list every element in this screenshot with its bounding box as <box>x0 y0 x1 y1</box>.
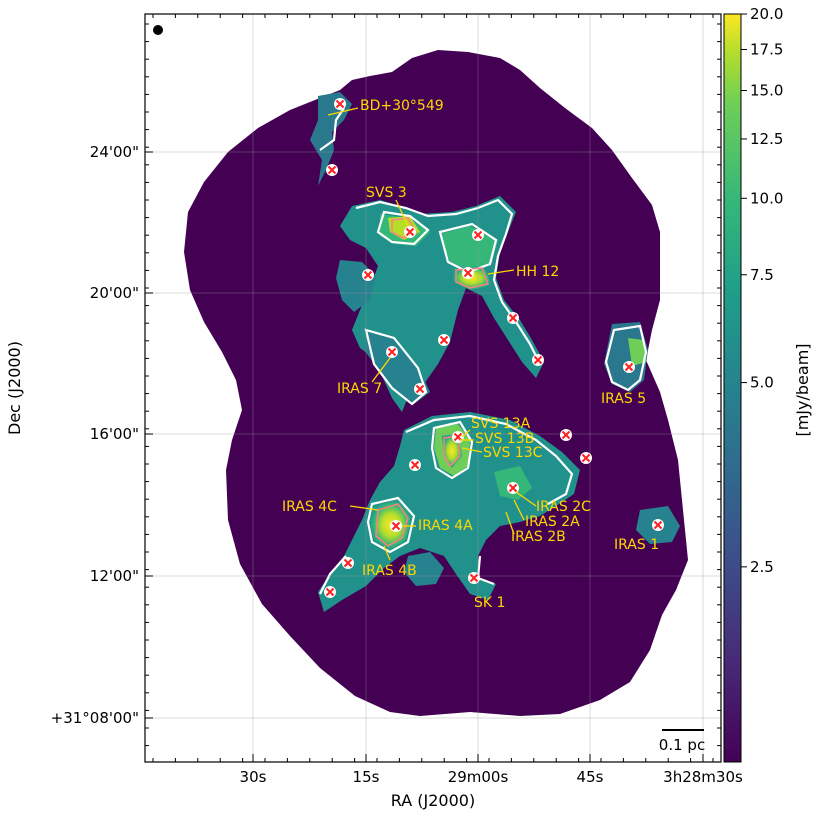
source-marker <box>386 346 398 358</box>
source-label: IRAS 4C <box>282 499 337 515</box>
y-tick-label: 20'00" <box>90 284 139 302</box>
source-label: IRAS 2A <box>525 514 580 530</box>
leader-line <box>461 447 483 453</box>
leader-line <box>371 357 391 383</box>
leader-line <box>461 429 471 438</box>
source-marker <box>409 459 421 471</box>
x-tick-label: 3h28m30s <box>663 768 743 786</box>
leader-line <box>395 199 409 227</box>
colorbar-tick-label: 5.0 <box>750 374 774 392</box>
plot-frame <box>144 13 722 763</box>
colorbar-ticks: 20.0 17.5 15.0 12.5 10.0 7.5 5.0 2.5 <box>741 5 783 576</box>
source-marker <box>324 586 336 598</box>
colorbar-tick-label: 12.5 <box>750 130 783 148</box>
source-marker <box>580 452 592 464</box>
coverage-region <box>184 50 688 716</box>
source-marker <box>438 334 450 346</box>
source-marker <box>462 267 474 279</box>
colorbar-tick-label: 17.5 <box>750 41 783 59</box>
source-marker <box>507 482 519 494</box>
y-tick-label: 12'00" <box>90 567 139 585</box>
scale-bar-label: 0.1 pc <box>659 736 705 754</box>
source-label: IRAS 5 <box>601 391 646 407</box>
source-label: SVS 13C <box>483 445 543 461</box>
source-marker <box>652 519 664 531</box>
source-marker <box>472 229 484 241</box>
y-tick-label: 16'00" <box>90 425 139 443</box>
source-label: SVS 3 <box>366 185 407 201</box>
y-axis: 24'00" 20'00" 16'00" 12'00" +31°08'00" <box>51 23 721 747</box>
colorbar <box>723 13 742 763</box>
leader-line <box>513 499 525 521</box>
source-marker <box>560 429 572 441</box>
source-marker <box>342 557 354 569</box>
source-label: IRAS 4A <box>418 518 473 534</box>
leader-line <box>487 269 515 275</box>
y-tick-label: +31°08'00" <box>51 709 139 727</box>
x-axis-title: RA (J2000) <box>391 791 475 810</box>
source-marker <box>326 164 338 176</box>
source-label: IRAS 2B <box>511 529 566 545</box>
source-label: SVS 13A <box>471 416 531 432</box>
source-label: SVS 13B <box>475 431 534 447</box>
source-markers <box>324 98 664 598</box>
source-label: IRAS 7 <box>337 381 382 397</box>
source-marker <box>414 383 426 395</box>
source-label: BD+30°549 <box>360 98 444 114</box>
leader-line <box>515 491 537 507</box>
colorbar-tick-label: 2.5 <box>750 558 774 576</box>
source-marker <box>334 98 346 110</box>
source-marker <box>468 572 480 584</box>
leader-line <box>349 505 379 511</box>
source-marker <box>507 312 519 324</box>
leader-line <box>327 107 359 116</box>
source-marker <box>623 361 635 373</box>
colorbar-tick-label: 7.5 <box>750 266 774 284</box>
beam-marker <box>153 25 163 35</box>
leader-line <box>383 545 391 561</box>
colorbar-tick-label: 20.0 <box>750 5 783 23</box>
source-label: IRAS 2C <box>536 499 591 515</box>
source-label: IRAS 1 <box>614 537 659 553</box>
source-label: HH 12 <box>516 264 559 280</box>
leader-lines <box>327 107 537 561</box>
x-tick-label: 29m00s <box>448 768 509 786</box>
source-marker <box>390 520 402 532</box>
x-axis: 30s 15s 29m00s 45s 3h28m30s <box>152 14 743 786</box>
x-tick-label: 15s <box>353 768 380 786</box>
source-marker <box>362 269 374 281</box>
colorbar-tick-label: 10.0 <box>750 189 783 207</box>
source-marker <box>532 354 544 366</box>
source-marker <box>404 226 416 238</box>
colorbar-label: [mJy/beam] <box>793 343 812 436</box>
grid <box>145 14 721 762</box>
leader-line <box>505 511 515 535</box>
source-label: IRAS 4B <box>362 563 417 579</box>
x-tick-label: 30s <box>240 768 267 786</box>
colorbar-tick-label: 15.0 <box>750 81 783 99</box>
y-axis-title: Dec (J2000) <box>5 341 24 435</box>
source-label: SK 1 <box>474 595 505 611</box>
x-tick-label: 45s <box>577 768 604 786</box>
y-tick-label: 24'00" <box>90 143 139 161</box>
